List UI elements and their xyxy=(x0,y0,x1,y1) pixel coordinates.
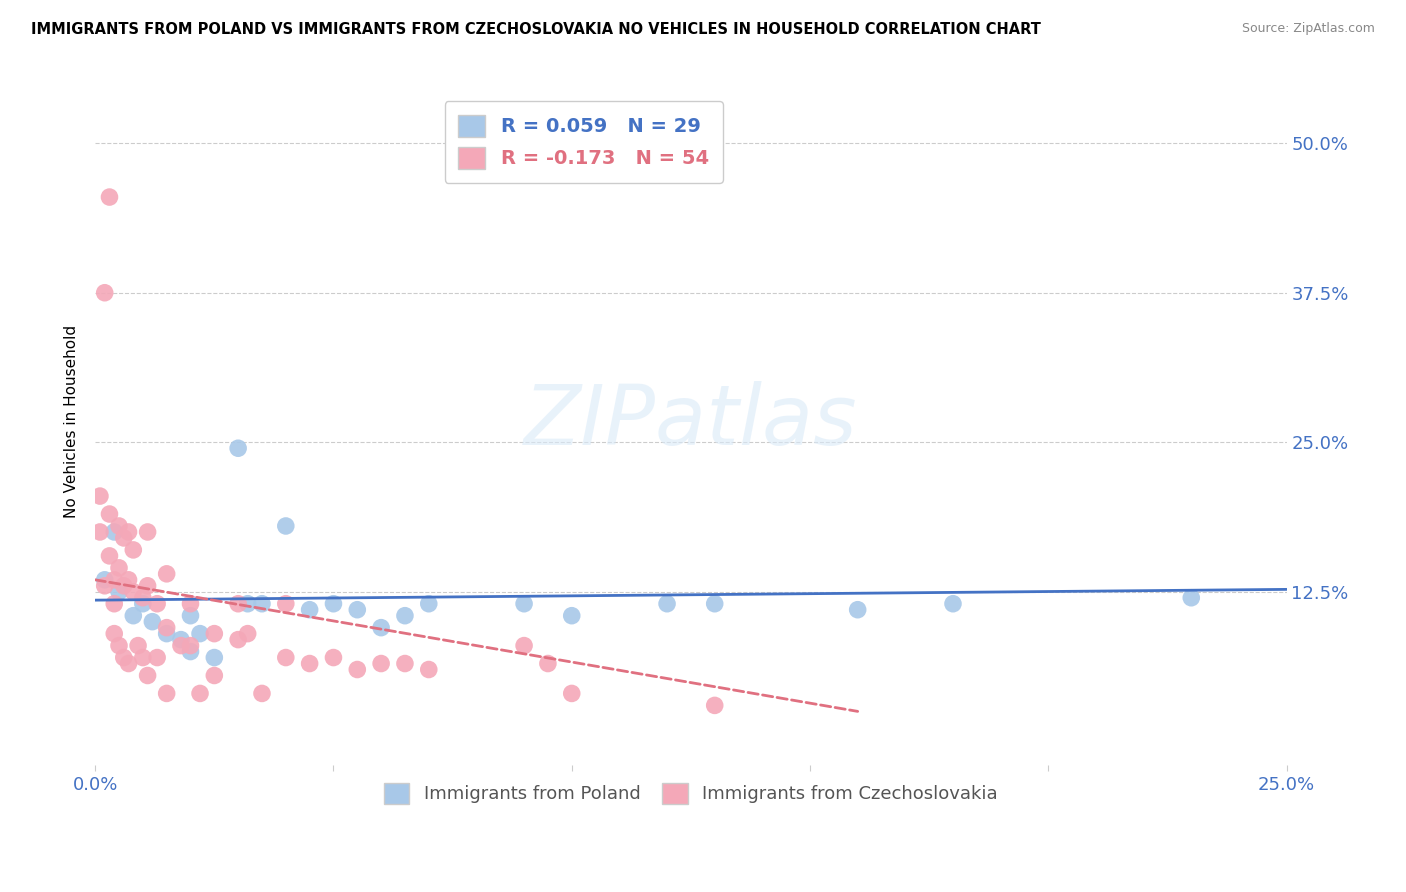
Point xyxy=(703,698,725,713)
Point xyxy=(146,650,169,665)
Point xyxy=(122,542,145,557)
Point xyxy=(561,686,583,700)
Point xyxy=(103,573,125,587)
Point xyxy=(202,626,225,640)
Point xyxy=(537,657,560,671)
Point xyxy=(394,608,416,623)
Point xyxy=(117,573,139,587)
Point xyxy=(188,626,211,640)
Point xyxy=(103,597,125,611)
Point xyxy=(98,507,121,521)
Point xyxy=(179,639,201,653)
Point xyxy=(136,668,159,682)
Point xyxy=(146,597,169,611)
Point xyxy=(179,597,201,611)
Point xyxy=(112,650,135,665)
Point xyxy=(122,608,145,623)
Point xyxy=(250,686,273,700)
Point xyxy=(156,566,179,581)
Point xyxy=(136,579,159,593)
Point xyxy=(136,524,159,539)
Point xyxy=(298,603,321,617)
Point xyxy=(89,524,111,539)
Point xyxy=(226,632,249,647)
Point xyxy=(108,519,131,533)
Point xyxy=(156,686,179,700)
Point xyxy=(156,621,179,635)
Point xyxy=(322,650,344,665)
Point xyxy=(117,524,139,539)
Point xyxy=(370,657,392,671)
Point xyxy=(141,615,163,629)
Point xyxy=(274,650,297,665)
Point xyxy=(274,597,297,611)
Point xyxy=(108,639,131,653)
Point xyxy=(703,597,725,611)
Point xyxy=(1180,591,1202,605)
Point xyxy=(418,597,440,611)
Point xyxy=(122,584,145,599)
Point xyxy=(93,285,115,300)
Point xyxy=(322,597,344,611)
Point xyxy=(103,524,125,539)
Point xyxy=(250,597,273,611)
Point xyxy=(179,608,201,623)
Point xyxy=(202,650,225,665)
Point xyxy=(103,626,125,640)
Point xyxy=(236,597,259,611)
Point xyxy=(236,626,259,640)
Point xyxy=(132,597,155,611)
Text: IMMIGRANTS FROM POLAND VS IMMIGRANTS FROM CZECHOSLOVAKIA NO VEHICLES IN HOUSEHOL: IMMIGRANTS FROM POLAND VS IMMIGRANTS FRO… xyxy=(31,22,1040,37)
Point xyxy=(108,561,131,575)
Point xyxy=(93,579,115,593)
Point xyxy=(655,597,678,611)
Point xyxy=(132,650,155,665)
Point xyxy=(513,597,536,611)
Point xyxy=(346,663,368,677)
Text: ZIPatlas: ZIPatlas xyxy=(524,381,858,462)
Point xyxy=(112,579,135,593)
Point xyxy=(89,489,111,503)
Point xyxy=(170,639,193,653)
Point xyxy=(93,573,115,587)
Point xyxy=(513,639,536,653)
Point xyxy=(846,603,869,617)
Legend: Immigrants from Poland, Immigrants from Czechoslovakia: Immigrants from Poland, Immigrants from … xyxy=(374,772,1008,814)
Point xyxy=(561,608,583,623)
Point xyxy=(298,657,321,671)
Point xyxy=(98,190,121,204)
Point xyxy=(117,657,139,671)
Point xyxy=(202,668,225,682)
Point xyxy=(370,621,392,635)
Point xyxy=(394,657,416,671)
Point xyxy=(226,442,249,456)
Point xyxy=(132,591,155,605)
Point xyxy=(346,603,368,617)
Point xyxy=(112,531,135,545)
Point xyxy=(942,597,965,611)
Point xyxy=(108,584,131,599)
Point xyxy=(127,639,149,653)
Point xyxy=(226,597,249,611)
Point xyxy=(418,663,440,677)
Point xyxy=(179,644,201,658)
Point xyxy=(274,519,297,533)
Point xyxy=(156,626,179,640)
Y-axis label: No Vehicles in Household: No Vehicles in Household xyxy=(65,325,79,518)
Point xyxy=(170,632,193,647)
Text: Source: ZipAtlas.com: Source: ZipAtlas.com xyxy=(1241,22,1375,36)
Point xyxy=(188,686,211,700)
Point xyxy=(98,549,121,563)
